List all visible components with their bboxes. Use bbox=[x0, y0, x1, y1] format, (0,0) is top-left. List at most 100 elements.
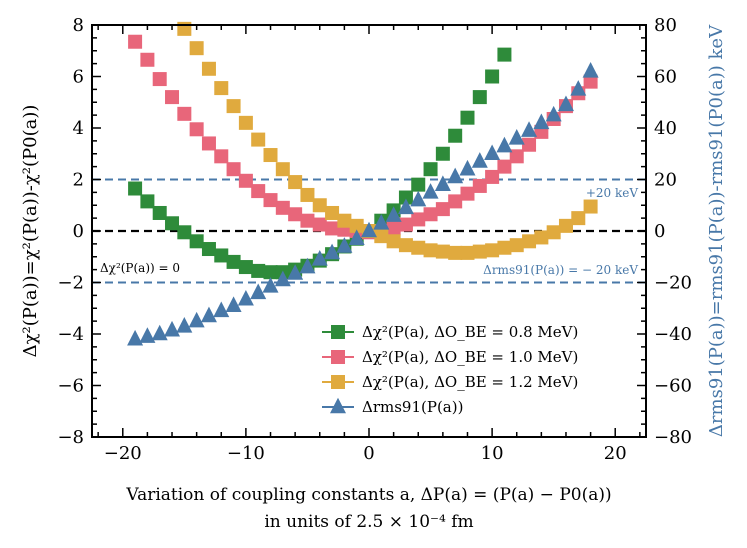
series-3-point-12 bbox=[274, 270, 291, 287]
x-axis-label-line2: in units of 2.5 × 10⁻⁴ fm bbox=[264, 512, 473, 532]
y-axis-label-right: Δrms91(P(a))=rms91(P(a))-rms91(P0(a)) ke… bbox=[706, 24, 727, 437]
series-3-point-29 bbox=[484, 144, 501, 161]
series-1-point-3 bbox=[165, 90, 180, 105]
series-1-point-9 bbox=[238, 173, 253, 188]
series-3-point-15 bbox=[311, 250, 328, 266]
series-3-point-21 bbox=[385, 206, 402, 222]
legend-entry-0: Δχ²(P(a), ΔO_BE = 0.8 MeV) bbox=[362, 323, 578, 341]
series-2-point-24 bbox=[472, 244, 487, 259]
series-1-point-26 bbox=[448, 194, 463, 209]
series-3-point-8 bbox=[225, 296, 242, 312]
series-2-point-19 bbox=[411, 240, 426, 255]
series-2-point-16 bbox=[374, 229, 389, 244]
series-0-point-7 bbox=[214, 248, 229, 263]
y-tick-label-right-8: −80 bbox=[654, 427, 692, 448]
series-2-point-0 bbox=[177, 21, 192, 36]
y-tick-label-left-5: −2 bbox=[57, 273, 84, 294]
series-3-point-13 bbox=[287, 264, 304, 280]
series-1-point-14 bbox=[300, 213, 315, 228]
series-3 bbox=[127, 62, 599, 346]
series-1-point-11 bbox=[263, 193, 278, 208]
series-3-point-30 bbox=[496, 136, 513, 153]
y-tick-label-left-6: −4 bbox=[57, 324, 84, 345]
series-2-point-11 bbox=[312, 198, 327, 213]
series-2-point-5 bbox=[238, 115, 253, 130]
annotation-plus20: +20 keV bbox=[586, 186, 639, 200]
y-tick-label-left-0: 8 bbox=[73, 15, 84, 36]
series-2-point-14 bbox=[349, 218, 364, 233]
series-0-point-30 bbox=[497, 47, 512, 62]
y-tick-label-left-8: −8 bbox=[57, 427, 84, 448]
series-0-point-28 bbox=[472, 90, 487, 105]
y-tick-label-right-4: 0 bbox=[654, 221, 665, 242]
series-2-point-1 bbox=[189, 41, 204, 56]
series-2-point-21 bbox=[435, 244, 450, 259]
series-1-point-27 bbox=[460, 186, 475, 201]
y-tick-label-right-5: −20 bbox=[654, 273, 692, 294]
series-1 bbox=[128, 34, 598, 240]
x-axis-label-line1: Variation of coupling constants a, ΔP(a)… bbox=[125, 485, 611, 505]
series-2-point-26 bbox=[497, 240, 512, 255]
series-2-point-6 bbox=[251, 132, 266, 147]
x-tick-label-3: 10 bbox=[481, 443, 504, 464]
x-tick-label-2: 0 bbox=[363, 443, 374, 464]
series-2-point-20 bbox=[423, 243, 438, 258]
series-2-point-17 bbox=[386, 234, 401, 249]
series-3-point-26 bbox=[447, 167, 464, 184]
legend-markers bbox=[322, 325, 354, 414]
series-3-point-34 bbox=[545, 105, 562, 122]
series-3-point-5 bbox=[188, 311, 205, 328]
y-tick-label-left-3: 2 bbox=[73, 170, 84, 191]
legend-marker-2 bbox=[331, 375, 345, 389]
legend-entry-3: Δrms91(P(a)) bbox=[362, 398, 463, 416]
series-1-point-8 bbox=[226, 162, 241, 177]
series-2-point-27 bbox=[509, 238, 524, 253]
series-3-point-35 bbox=[557, 95, 574, 112]
series-3-point-28 bbox=[471, 152, 488, 168]
series-2-point-18 bbox=[398, 238, 413, 253]
series-3-point-27 bbox=[459, 159, 476, 176]
series-0-point-1 bbox=[140, 194, 155, 209]
series-1-point-23 bbox=[411, 212, 426, 227]
y-tick-label-right-6: −40 bbox=[654, 324, 692, 345]
series-1-point-24 bbox=[423, 207, 438, 222]
series-2-point-9 bbox=[288, 175, 303, 190]
axis-ticks: −20 −10 0 10 2086420−2−4−6−8806040200−20−40−… bbox=[57, 15, 692, 464]
series-1-point-7 bbox=[214, 149, 229, 164]
series-2-point-23 bbox=[460, 245, 475, 260]
series-1-point-5 bbox=[189, 122, 204, 137]
data-series bbox=[127, 21, 599, 346]
series-3-point-14 bbox=[299, 257, 316, 274]
series-1-point-30 bbox=[497, 159, 512, 174]
series-3-point-7 bbox=[213, 301, 230, 318]
series-0-point-4 bbox=[177, 225, 192, 240]
series-1-point-16 bbox=[325, 221, 340, 236]
series-2-point-22 bbox=[448, 245, 463, 260]
series-2-point-31 bbox=[558, 218, 573, 233]
series-1-point-28 bbox=[472, 178, 487, 193]
y-axis-label-left: Δχ²(P(a))=χ²(P(a))-χ²(P0(a)) bbox=[20, 105, 41, 358]
series-2-point-10 bbox=[300, 187, 315, 202]
series-1-point-22 bbox=[398, 217, 413, 232]
series-0-point-11 bbox=[263, 265, 278, 280]
y-tick-label-right-1: 60 bbox=[654, 67, 677, 88]
series-0-point-27 bbox=[460, 110, 475, 125]
series-0-point-24 bbox=[423, 162, 438, 177]
series-3-point-10 bbox=[250, 283, 267, 300]
series-1-point-10 bbox=[251, 184, 266, 199]
series-0-point-29 bbox=[485, 69, 500, 84]
series-3-point-32 bbox=[521, 121, 538, 137]
series-1-point-37 bbox=[583, 74, 598, 89]
series-3-point-11 bbox=[262, 277, 279, 293]
y-tick-label-left-7: −6 bbox=[57, 376, 84, 397]
y-tick-label-right-2: 40 bbox=[654, 118, 677, 139]
annotation-minus20: Δrms91(P(a)) = − 20 keV bbox=[483, 263, 638, 277]
series-3-point-3 bbox=[164, 320, 181, 337]
y-tick-label-right-7: −60 bbox=[654, 376, 692, 397]
series-3-point-37 bbox=[582, 62, 599, 78]
series-2-point-3 bbox=[214, 81, 229, 96]
annotation-chi-zero: Δχ²(P(a)) = 0 bbox=[100, 261, 180, 275]
series-1-point-1 bbox=[140, 52, 155, 67]
y-tick-label-left-2: 4 bbox=[73, 118, 84, 139]
series-2 bbox=[177, 21, 598, 260]
